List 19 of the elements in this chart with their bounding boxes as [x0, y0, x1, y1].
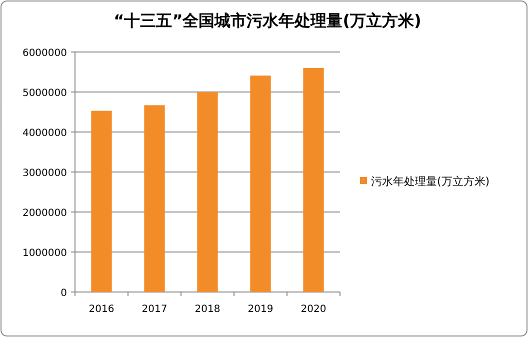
x-tick-label: 2019 — [248, 304, 274, 315]
y-tick-label: 5000000 — [22, 88, 67, 99]
x-tick-label: 2016 — [88, 304, 114, 315]
chart-title: “十三五”全国城市污水年处理量(万立方米) — [114, 11, 422, 30]
y-tick-label: 6000000 — [22, 48, 67, 59]
bar — [303, 68, 324, 292]
y-tick-label: 2000000 — [22, 208, 67, 219]
x-tick-label: 2017 — [142, 304, 168, 315]
y-tick-label: 4000000 — [22, 128, 67, 139]
bar — [197, 92, 218, 292]
bar — [144, 105, 165, 292]
x-tick-label: 2018 — [194, 304, 220, 315]
bar — [91, 110, 112, 292]
x-tick-label: 2020 — [300, 304, 326, 315]
bar — [250, 76, 271, 292]
y-tick-label: 0 — [60, 288, 67, 299]
legend-label: 污水年处理量(万立方米) — [371, 175, 490, 188]
y-tick-label: 1000000 — [22, 248, 67, 259]
y-tick-label: 3000000 — [22, 168, 67, 179]
